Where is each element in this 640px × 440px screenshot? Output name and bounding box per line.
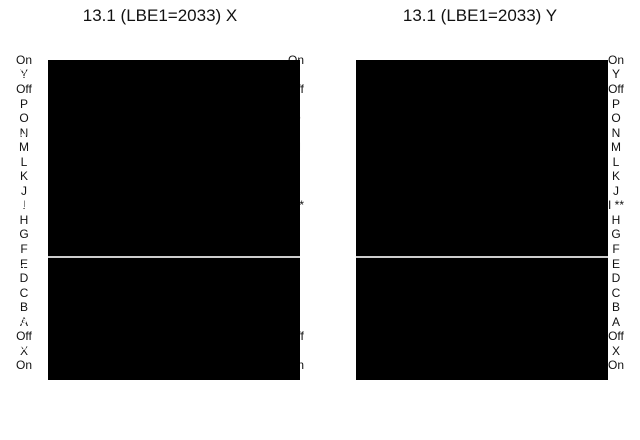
y-tick-label: -15 xyxy=(14,197,33,211)
panel-y: 13.1 (LBE1=2033) Y On Y Off P O N M L K … xyxy=(320,0,640,440)
panel-x: 13.1 (LBE1=2033) X Dipole On Y Off P O N… xyxy=(0,0,320,440)
panel-title-x: 13.1 (LBE1=2033) X xyxy=(0,6,320,26)
margin-item: K xyxy=(2,169,46,183)
y-tick-label: -0 xyxy=(14,339,27,353)
y-tick-label: -20 xyxy=(322,131,341,145)
margin-item: L xyxy=(2,155,46,169)
margin-item: C xyxy=(2,286,46,300)
y-tick-label: -10 xyxy=(322,262,341,276)
dual-panel-chart: 13.1 (LBE1=2033) X Dipole On Y Off P O N… xyxy=(0,0,640,440)
divider-line xyxy=(356,256,608,258)
margin-item: G xyxy=(2,227,46,241)
plot-area-y[interactable]: -25 -20 -15 -10 -5 -0 0 50 100 150 200 2… xyxy=(356,60,608,380)
margin-item: H xyxy=(2,213,46,227)
y-tick-label: -25 xyxy=(14,66,33,80)
margin-labels-left-x: On Y Off P O N M L K J I H G F E D C B A… xyxy=(2,60,46,380)
margin-item: On xyxy=(2,358,46,372)
panel-title-y: 13.1 (LBE1=2033) Y xyxy=(320,6,640,26)
y-tick-label: -20 xyxy=(14,131,33,145)
margin-item: O xyxy=(2,111,46,125)
margin-item: F xyxy=(2,242,46,256)
y-tick-label: -5 xyxy=(322,313,335,327)
y-tick-label: -10 xyxy=(14,262,33,276)
margin-item: Off xyxy=(2,82,46,96)
margin-item: P xyxy=(2,97,46,111)
y-tick-label: -0 xyxy=(322,339,335,353)
margin-item: On xyxy=(2,53,46,67)
margin-item: B xyxy=(2,300,46,314)
divider-line xyxy=(48,256,300,258)
y-tick-label: -5 xyxy=(14,313,27,327)
plot-area-x[interactable]: -25 -20 -15 -10 -5 -0 25 20 15 10 5 0 0 … xyxy=(48,60,300,380)
y-tick-label: -15 xyxy=(322,197,341,211)
y-tick-label: -25 xyxy=(322,66,341,80)
margin-item: J xyxy=(2,184,46,198)
